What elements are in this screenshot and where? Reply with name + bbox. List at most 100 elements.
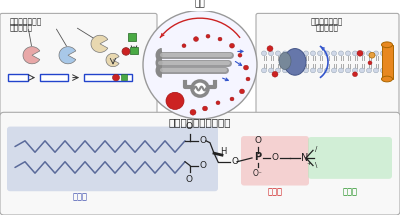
Text: コリン: コリン: [342, 187, 358, 196]
Circle shape: [296, 51, 302, 56]
Circle shape: [194, 37, 198, 41]
Bar: [8, 74, 28, 81]
Bar: [382, 45, 393, 79]
Circle shape: [368, 61, 372, 65]
Circle shape: [272, 71, 278, 77]
Circle shape: [366, 51, 372, 56]
Circle shape: [388, 51, 392, 56]
Circle shape: [366, 68, 372, 73]
Circle shape: [346, 68, 350, 73]
Text: たんぱく質: たんぱく質: [316, 24, 338, 33]
Circle shape: [276, 51, 280, 56]
Text: O⁻: O⁻: [253, 169, 263, 178]
Circle shape: [182, 44, 186, 48]
Circle shape: [338, 68, 344, 73]
Text: 脂質を合成する: 脂質を合成する: [10, 17, 42, 26]
Text: /: /: [315, 146, 317, 152]
Wedge shape: [91, 35, 108, 52]
Circle shape: [332, 51, 336, 56]
Ellipse shape: [279, 52, 291, 69]
Circle shape: [244, 65, 248, 70]
Circle shape: [352, 72, 358, 77]
Circle shape: [346, 51, 350, 56]
Circle shape: [268, 51, 274, 56]
Circle shape: [206, 34, 210, 38]
Circle shape: [324, 51, 330, 56]
Text: ホスファチジルコリン: ホスファチジルコリン: [169, 117, 231, 127]
Circle shape: [374, 51, 378, 56]
Text: リン酸: リン酸: [268, 187, 282, 196]
Text: 脂肪酸: 脂肪酸: [72, 193, 88, 202]
FancyBboxPatch shape: [256, 13, 399, 114]
Circle shape: [262, 68, 266, 73]
Circle shape: [122, 48, 130, 55]
Circle shape: [338, 51, 344, 56]
Circle shape: [324, 68, 330, 73]
Text: H: H: [220, 147, 226, 156]
Wedge shape: [23, 47, 40, 64]
Text: O: O: [231, 157, 238, 166]
Circle shape: [304, 68, 308, 73]
Ellipse shape: [284, 49, 306, 75]
Wedge shape: [59, 47, 76, 64]
Text: O: O: [186, 122, 192, 131]
Circle shape: [240, 89, 244, 94]
Ellipse shape: [382, 42, 392, 48]
Circle shape: [246, 77, 250, 81]
Circle shape: [360, 68, 364, 73]
Circle shape: [304, 51, 308, 56]
Text: O: O: [272, 154, 279, 163]
Bar: [130, 47, 138, 54]
Circle shape: [230, 43, 234, 48]
Text: +: +: [307, 161, 311, 166]
Circle shape: [276, 68, 280, 73]
FancyBboxPatch shape: [0, 13, 157, 114]
Circle shape: [310, 68, 316, 73]
Circle shape: [352, 51, 358, 56]
Text: N: N: [301, 153, 308, 163]
Text: O: O: [200, 161, 207, 170]
Wedge shape: [106, 53, 119, 67]
Circle shape: [310, 51, 316, 56]
Circle shape: [230, 97, 234, 101]
Circle shape: [267, 46, 273, 51]
Text: 脂質を輸送する: 脂質を輸送する: [311, 17, 343, 26]
Text: 脂質: 脂質: [195, 0, 205, 9]
Circle shape: [238, 53, 242, 57]
Bar: [84, 74, 132, 81]
Text: O: O: [186, 175, 192, 184]
Circle shape: [290, 68, 294, 73]
Circle shape: [369, 52, 375, 58]
Circle shape: [318, 68, 322, 73]
Text: P: P: [254, 152, 262, 162]
Bar: [121, 74, 127, 80]
Text: O: O: [254, 136, 262, 145]
FancyBboxPatch shape: [7, 127, 218, 191]
Circle shape: [332, 68, 336, 73]
Bar: [128, 33, 136, 41]
FancyBboxPatch shape: [0, 112, 400, 215]
Circle shape: [290, 51, 294, 56]
Text: \: \: [315, 162, 317, 168]
Text: たんぱく質: たんぱく質: [10, 24, 33, 33]
Circle shape: [216, 101, 220, 105]
Circle shape: [268, 68, 274, 73]
Circle shape: [166, 92, 184, 109]
Bar: [40, 74, 68, 81]
FancyBboxPatch shape: [308, 137, 392, 179]
Circle shape: [296, 68, 302, 73]
Text: O: O: [200, 136, 207, 145]
Circle shape: [352, 68, 358, 73]
Circle shape: [388, 68, 392, 73]
FancyBboxPatch shape: [241, 136, 309, 186]
Ellipse shape: [382, 76, 392, 82]
Circle shape: [380, 51, 386, 56]
Circle shape: [218, 37, 222, 41]
Circle shape: [357, 51, 363, 56]
Circle shape: [360, 51, 364, 56]
Circle shape: [112, 74, 120, 81]
Circle shape: [374, 68, 378, 73]
Circle shape: [262, 51, 266, 56]
Circle shape: [282, 51, 288, 56]
Circle shape: [192, 81, 208, 96]
